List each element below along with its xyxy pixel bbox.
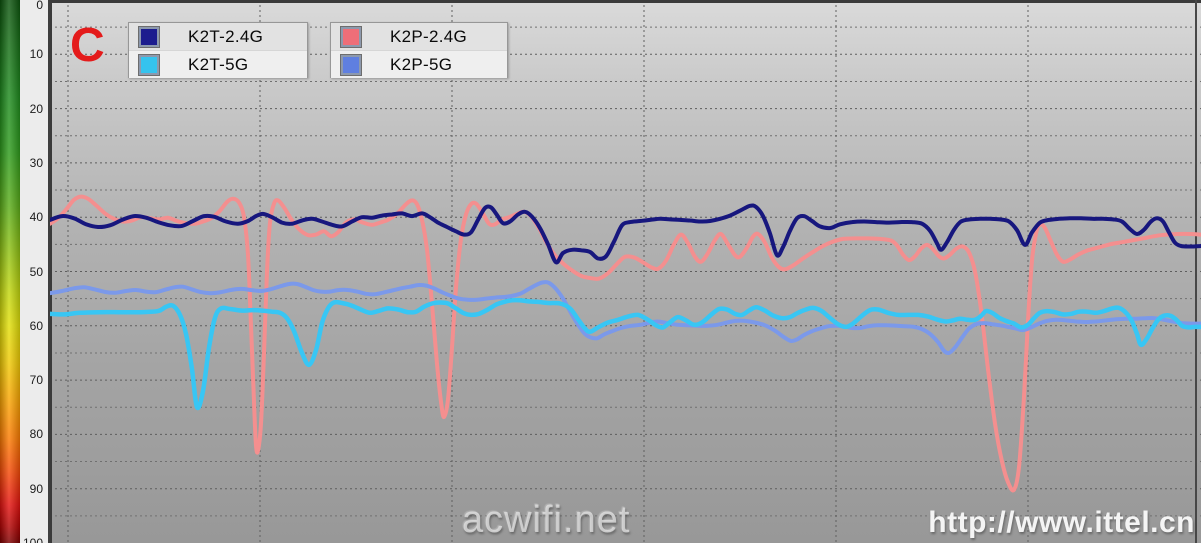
watermark-ittel: http://www.ittel.cn <box>928 506 1195 539</box>
legend-label-k2p-5g: K2P-5G <box>390 54 453 74</box>
y-tick-label: 90 <box>29 481 43 496</box>
plot-area <box>50 0 1201 543</box>
legend-swatch-k2p-5g-icon <box>341 54 361 75</box>
series-line-k2p-2.4g <box>50 194 1201 493</box>
series-line-k2p-5g <box>50 280 1201 356</box>
watermark-acwifi: acwifi.net <box>462 499 631 541</box>
y-tick-label: 30 <box>29 155 43 170</box>
legend-k2t: K2T-2.4G K2T-5G <box>128 22 308 78</box>
legend-swatch-k2p-2.4g-icon <box>341 26 361 47</box>
y-tick-label: 10 <box>29 47 43 62</box>
legend-label-k2p-2.4g: K2P-2.4G <box>390 26 468 46</box>
y-tick-label: 60 <box>29 318 43 333</box>
legend-item-k2t-2.4g: K2T-2.4G <box>129 23 307 51</box>
y-tick-label: 70 <box>29 373 43 388</box>
series-line-k2t-2.4g <box>50 203 1201 265</box>
legend-label-k2t-5g: K2T-5G <box>188 54 249 74</box>
legend-swatch-k2t-2.4g-icon <box>139 26 159 47</box>
annotation-c-label: C <box>70 19 105 72</box>
legend-k2p: K2P-2.4G K2P-5G <box>330 22 508 78</box>
y-axis-scale: 0 10 20 30 40 50 60 70 80 90 100 <box>20 0 50 543</box>
legend-label-k2t-2.4g: K2T-2.4G <box>188 26 264 46</box>
y-tick-label: 50 <box>29 264 43 279</box>
chart-canvas <box>50 0 1201 543</box>
legend-item-k2t-5g: K2T-5G <box>129 51 307 78</box>
y-tick-label: 80 <box>29 427 43 442</box>
legend-swatch-k2t-5g-icon <box>139 54 159 75</box>
legend-item-k2p-5g: K2P-5G <box>331 51 507 78</box>
signal-strength-colorbar <box>0 0 20 543</box>
series-line-k2t-5g <box>50 297 1201 411</box>
y-tick-label: 0 <box>36 0 43 12</box>
legend-item-k2p-2.4g: K2P-2.4G <box>331 23 507 51</box>
y-tick-label: 40 <box>29 210 43 225</box>
y-tick-label: 100 <box>22 536 43 543</box>
y-tick-label: 20 <box>29 101 43 116</box>
